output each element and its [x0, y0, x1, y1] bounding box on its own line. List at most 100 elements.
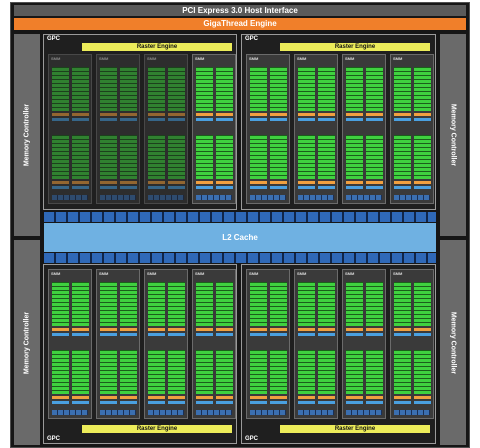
cuda-core-grid: [414, 135, 431, 179]
ld-st-unit-row: [52, 328, 69, 331]
smm-label: SMM: [195, 56, 205, 61]
ld-st-unit-row: [346, 328, 363, 331]
smm-block: SMM: [96, 269, 140, 419]
smm-block: SMM: [48, 269, 92, 419]
memory-controller-label: Memory Controller: [449, 311, 457, 374]
ld-st-unit-row: [250, 113, 267, 116]
ld-st-unit-row: [196, 328, 213, 331]
cuda-core-grid: [120, 135, 137, 179]
smm-label: SMM: [297, 56, 307, 61]
cuda-core-grid: [298, 135, 315, 179]
cuda-core-grid: [168, 135, 185, 179]
ld-st-unit-row: [270, 181, 287, 184]
sfu-unit-row: [216, 186, 233, 189]
raster-engine: Raster Engine: [82, 425, 232, 433]
sfu-unit-row: [148, 118, 165, 121]
ld-st-unit-row: [366, 181, 383, 184]
smm-block: SMM: [246, 269, 290, 419]
cuda-core-grid: [318, 350, 335, 394]
cuda-core-grid: [120, 350, 137, 394]
sfu-unit-row: [414, 333, 431, 336]
cuda-core-grid: [414, 282, 431, 326]
memory-controller-left-top: Memory Controller: [14, 34, 40, 236]
sfu-unit-row: [72, 118, 89, 121]
ld-st-unit-row: [250, 181, 267, 184]
texture-unit-row: [52, 410, 88, 415]
smm-block: SMM: [294, 269, 338, 419]
ld-st-unit-row: [100, 328, 117, 331]
ld-st-unit-row: [270, 396, 287, 399]
sfu-unit-row: [366, 118, 383, 121]
texture-unit-row: [250, 410, 286, 415]
ld-st-unit-row: [318, 396, 335, 399]
smm-block: SMM: [96, 54, 140, 204]
texture-unit-row: [148, 195, 184, 200]
cuda-core-grid: [148, 350, 165, 394]
sfu-unit-row: [72, 333, 89, 336]
texture-unit-row: [52, 195, 88, 200]
sfu-unit-row: [168, 333, 185, 336]
sfu-unit-row: [100, 401, 117, 404]
memory-controller-right-bottom: Memory Controller: [440, 240, 466, 445]
sfu-unit-row: [120, 118, 137, 121]
ld-st-unit-row: [196, 396, 213, 399]
ld-st-unit-row: [168, 181, 185, 184]
sfu-unit-row: [394, 401, 411, 404]
ld-st-unit-row: [394, 396, 411, 399]
ld-st-unit-row: [120, 113, 137, 116]
sfu-unit-row: [72, 401, 89, 404]
sfu-unit-row: [318, 401, 335, 404]
ld-st-unit-row: [318, 181, 335, 184]
memory-controller-label: Memory Controller: [449, 103, 457, 167]
sfu-unit-row: [346, 401, 363, 404]
ld-st-unit-row: [216, 181, 233, 184]
smm-label: SMM: [147, 271, 157, 276]
texture-unit-row: [346, 410, 382, 415]
sfu-unit-row: [298, 401, 315, 404]
ld-st-unit-row: [298, 328, 315, 331]
ld-st-unit-row: [216, 396, 233, 399]
cuda-core-grid: [298, 67, 315, 111]
sfu-unit-row: [298, 186, 315, 189]
sfu-unit-row: [298, 333, 315, 336]
cuda-core-grid: [270, 282, 287, 326]
texture-unit-row: [346, 195, 382, 200]
cuda-core-grid: [216, 350, 233, 394]
cuda-core-grid: [168, 282, 185, 326]
texture-unit-row: [394, 195, 430, 200]
ld-st-unit-row: [100, 113, 117, 116]
smm-block: SMM: [294, 54, 338, 204]
ld-st-unit-row: [366, 328, 383, 331]
sfu-unit-row: [250, 401, 267, 404]
cuda-core-grid: [120, 67, 137, 111]
sfu-unit-row: [120, 333, 137, 336]
cuda-core-grid: [394, 282, 411, 326]
sfu-unit-row: [72, 186, 89, 189]
smm-label: SMM: [51, 56, 61, 61]
texture-unit-row: [250, 195, 286, 200]
cuda-core-grid: [394, 135, 411, 179]
sfu-unit-row: [270, 186, 287, 189]
ld-st-unit-row: [216, 113, 233, 116]
ld-st-unit-row: [100, 181, 117, 184]
sfu-unit-row: [366, 186, 383, 189]
cuda-core-grid: [148, 67, 165, 111]
cuda-core-grid: [414, 350, 431, 394]
sfu-unit-row: [120, 401, 137, 404]
cuda-core-grid: [196, 350, 213, 394]
sfu-unit-row: [52, 118, 69, 121]
smm-block: SMM: [144, 269, 188, 419]
cuda-core-grid: [250, 135, 267, 179]
sfu-unit-row: [148, 186, 165, 189]
cuda-core-grid: [318, 135, 335, 179]
ld-st-unit-row: [148, 396, 165, 399]
ld-st-unit-row: [414, 181, 431, 184]
ld-st-unit-row: [318, 328, 335, 331]
memory-controller-label: Memory Controller: [23, 311, 31, 374]
ld-st-unit-row: [168, 396, 185, 399]
memory-controller-left-bottom: Memory Controller: [14, 240, 40, 445]
ld-st-unit-row: [394, 113, 411, 116]
sfu-unit-row: [168, 118, 185, 121]
sfu-unit-row: [250, 186, 267, 189]
sfu-unit-row: [216, 118, 233, 121]
